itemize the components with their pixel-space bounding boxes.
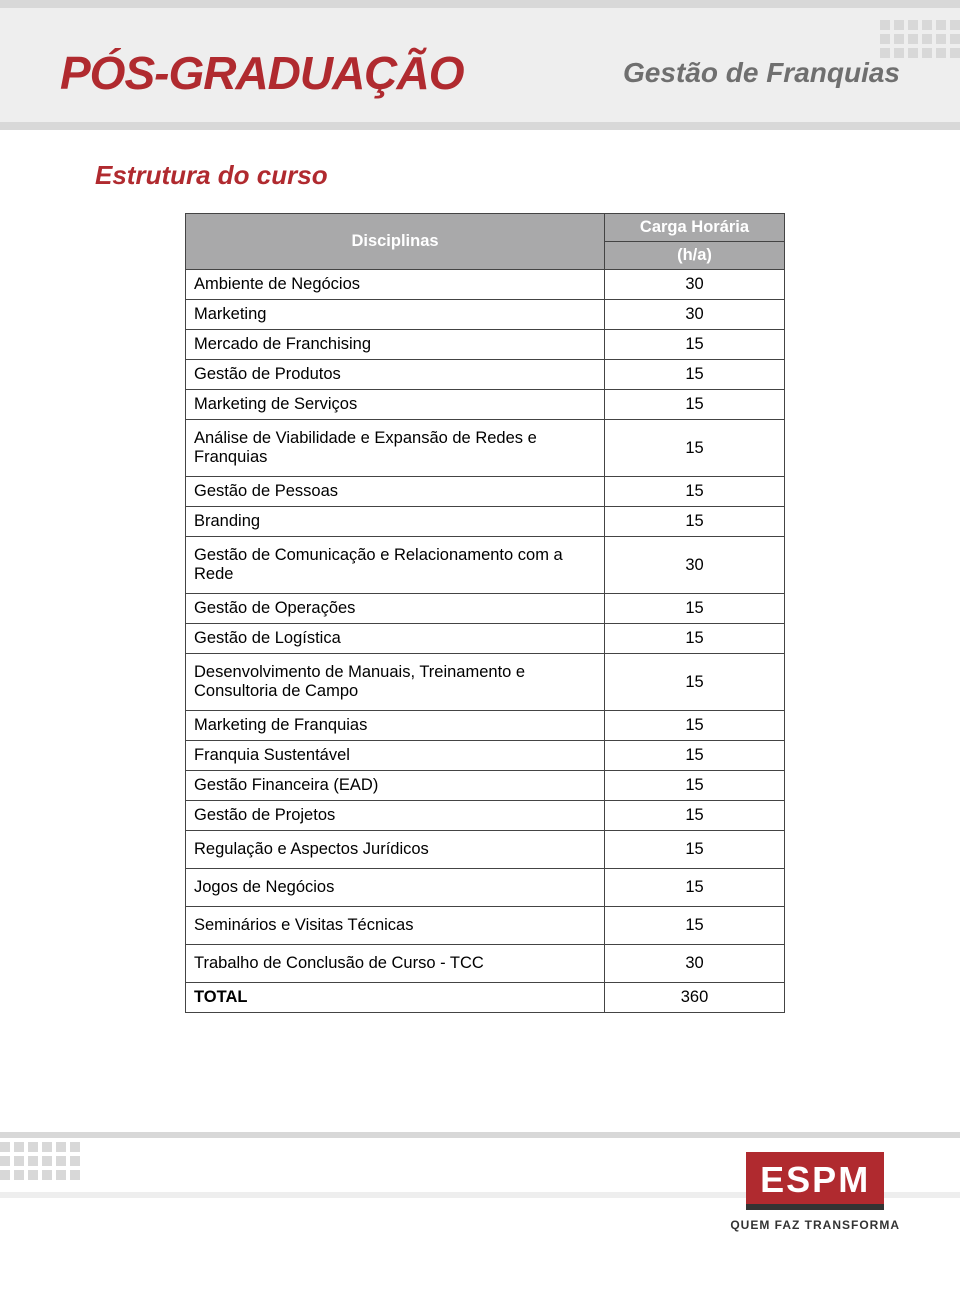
- row-value: 15: [605, 594, 785, 624]
- course-structure-table: Disciplinas Carga Horária (h/a) Ambiente…: [185, 213, 785, 1013]
- row-value: 30: [605, 537, 785, 594]
- table-row: Marketing de Serviços15: [186, 390, 785, 420]
- row-value: 15: [605, 711, 785, 741]
- row-label: Desenvolvimento de Manuais, Treinamento …: [186, 654, 605, 711]
- table-row: Gestão de Logística15: [186, 624, 785, 654]
- row-label: Regulação e Aspectos Jurídicos: [186, 831, 605, 869]
- table-row: Franquia Sustentável15: [186, 741, 785, 771]
- table-row: Trabalho de Conclusão de Curso - TCC30: [186, 945, 785, 983]
- table-row: Gestão de Produtos15: [186, 360, 785, 390]
- table-row: Desenvolvimento de Manuais, Treinamento …: [186, 654, 785, 711]
- row-value: 15: [605, 624, 785, 654]
- row-value: 15: [605, 420, 785, 477]
- row-value: 15: [605, 507, 785, 537]
- row-label: Gestão de Logística: [186, 624, 605, 654]
- row-label: Ambiente de Negócios: [186, 270, 605, 300]
- header-bottom-strip: [0, 122, 960, 130]
- table-row: Jogos de Negócios15: [186, 869, 785, 907]
- decorative-squares-icon: [0, 1142, 80, 1180]
- row-value: 30: [605, 300, 785, 330]
- row-value: 15: [605, 330, 785, 360]
- table-row: Branding15: [186, 507, 785, 537]
- row-value: 30: [605, 945, 785, 983]
- row-label: Marketing: [186, 300, 605, 330]
- total-label: TOTAL: [186, 983, 605, 1013]
- row-label: Franquia Sustentável: [186, 741, 605, 771]
- main-content: Estrutura do curso Disciplinas Carga Hor…: [0, 130, 960, 1013]
- row-value: 15: [605, 654, 785, 711]
- brand-logo-text: PÓS-GRADUAÇÃO: [60, 47, 464, 99]
- page-header: PÓS-GRADUAÇÃO Gestão de Franquias: [0, 0, 960, 130]
- row-value: 15: [605, 741, 785, 771]
- table-total-row: TOTAL360: [186, 983, 785, 1013]
- table-header: Disciplinas Carga Horária (h/a): [186, 214, 785, 270]
- espm-logo-box: ESPM: [746, 1152, 884, 1210]
- row-label: Gestão de Pessoas: [186, 477, 605, 507]
- row-label: Marketing de Serviços: [186, 390, 605, 420]
- table-row: Marketing30: [186, 300, 785, 330]
- table-body: Ambiente de Negócios30Marketing30Mercado…: [186, 270, 785, 1013]
- table-row: Marketing de Franquias15: [186, 711, 785, 741]
- total-value: 360: [605, 983, 785, 1013]
- decorative-squares-icon: [880, 20, 960, 58]
- row-label: Marketing de Franquias: [186, 711, 605, 741]
- footer-strip-1: [0, 1132, 960, 1138]
- col-header-hours-line2: (h/a): [605, 242, 785, 270]
- table-row: Análise de Viabilidade e Expansão de Red…: [186, 420, 785, 477]
- row-label: Gestão de Produtos: [186, 360, 605, 390]
- row-value: 15: [605, 360, 785, 390]
- header-content: PÓS-GRADUAÇÃO Gestão de Franquias: [0, 8, 960, 138]
- row-label: Trabalho de Conclusão de Curso - TCC: [186, 945, 605, 983]
- table-row: Gestão de Pessoas15: [186, 477, 785, 507]
- row-label: Gestão de Projetos: [186, 801, 605, 831]
- row-value: 15: [605, 801, 785, 831]
- brand-logo: PÓS-GRADUAÇÃO: [60, 50, 464, 96]
- row-value: 15: [605, 477, 785, 507]
- course-name: Gestão de Franquias: [623, 57, 900, 89]
- row-value: 15: [605, 869, 785, 907]
- header-top-strip: [0, 0, 960, 8]
- col-header-hours-line1: Carga Horária: [605, 214, 785, 242]
- row-label: Seminários e Visitas Técnicas: [186, 907, 605, 945]
- espm-tagline: QUEM FAZ TRANSFORMA: [730, 1218, 900, 1232]
- table-row: Seminários e Visitas Técnicas15: [186, 907, 785, 945]
- table-row: Gestão de Projetos15: [186, 801, 785, 831]
- table-row: Gestão de Operações15: [186, 594, 785, 624]
- section-title: Estrutura do curso: [95, 160, 865, 191]
- row-label: Gestão Financeira (EAD): [186, 771, 605, 801]
- table-row: Regulação e Aspectos Jurídicos15: [186, 831, 785, 869]
- table-row: Ambiente de Negócios30: [186, 270, 785, 300]
- row-value: 30: [605, 270, 785, 300]
- row-value: 15: [605, 831, 785, 869]
- col-header-discipline: Disciplinas: [186, 214, 605, 270]
- row-label: Gestão de Operações: [186, 594, 605, 624]
- table-row: Gestão de Comunicação e Relacionamento c…: [186, 537, 785, 594]
- table-row: Mercado de Franchising15: [186, 330, 785, 360]
- table-row: Gestão Financeira (EAD)15: [186, 771, 785, 801]
- row-value: 15: [605, 390, 785, 420]
- page-footer: ESPM QUEM FAZ TRANSFORMA: [0, 1132, 960, 1292]
- row-label: Análise de Viabilidade e Expansão de Red…: [186, 420, 605, 477]
- row-label: Mercado de Franchising: [186, 330, 605, 360]
- row-label: Branding: [186, 507, 605, 537]
- row-value: 15: [605, 771, 785, 801]
- row-label: Jogos de Negócios: [186, 869, 605, 907]
- row-label: Gestão de Comunicação e Relacionamento c…: [186, 537, 605, 594]
- footer-logo: ESPM QUEM FAZ TRANSFORMA: [730, 1152, 900, 1232]
- row-value: 15: [605, 907, 785, 945]
